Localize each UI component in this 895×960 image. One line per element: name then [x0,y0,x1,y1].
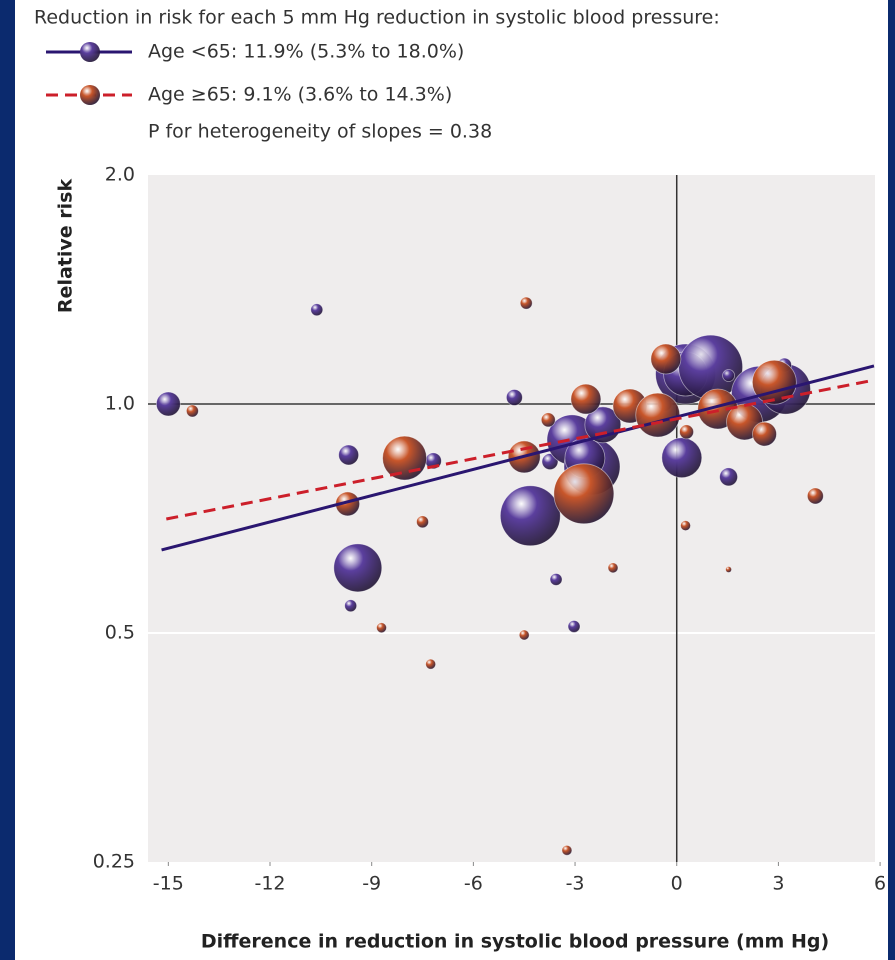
y-tick-label: 0.5 [105,622,135,644]
bubble [505,389,523,406]
bubble [635,392,681,438]
x-tick-label: 6 [874,873,886,895]
legend-bubble [80,85,100,105]
legend-title: Reduction in risk for each 5 mm Hg reduc… [34,7,720,29]
bubble [806,487,824,505]
bubble [725,566,732,573]
bubble [519,296,533,310]
bubble [679,424,694,440]
x-tick-label: -12 [254,873,285,895]
y-tick-label: 0.25 [93,851,135,873]
legend-bubble [80,42,100,62]
bubble [155,391,181,417]
fit-line [166,378,875,521]
x-tick-label: -15 [153,873,184,895]
bubble [719,467,738,487]
bubble [567,620,581,633]
bubble [499,485,561,547]
bubble [561,844,573,856]
fit-line [161,364,875,552]
bubble [680,520,691,532]
legend-label: Age <65: 11.9% (5.3% to 18.0%) [148,41,464,63]
bubble [607,562,619,574]
legend-label: Age ≥65: 9.1% (3.6% to 14.3%) [148,84,452,106]
bubble [553,463,615,525]
x-tick-label: -6 [464,873,483,895]
bubble [333,543,383,593]
bubble [549,573,563,586]
bubble [540,412,556,428]
bubble [722,369,735,382]
bubble [376,622,387,634]
bubble [185,404,199,418]
bubble [310,303,324,317]
y-tick-label: 1.0 [105,393,135,415]
x-axis-label: Difference in reduction in systolic bloo… [201,931,829,953]
bubble [650,343,682,375]
bubble [344,599,358,613]
bubble [382,435,427,481]
bubble [570,383,602,415]
bubble [752,421,777,447]
y-tick-label: 2.0 [105,164,135,186]
bubble [338,444,360,466]
y-axis-label: Relative risk [55,179,77,314]
bubble [416,515,429,529]
x-tick-label: -3 [566,873,585,895]
note: P for heterogeneity of slopes = 0.38 [148,121,492,143]
x-tick-label: 0 [671,873,683,895]
x-tick-label: 3 [772,873,784,895]
bubble [518,629,530,641]
bubble [425,658,437,670]
x-tick-label: -9 [362,873,381,895]
bubble [661,437,703,479]
